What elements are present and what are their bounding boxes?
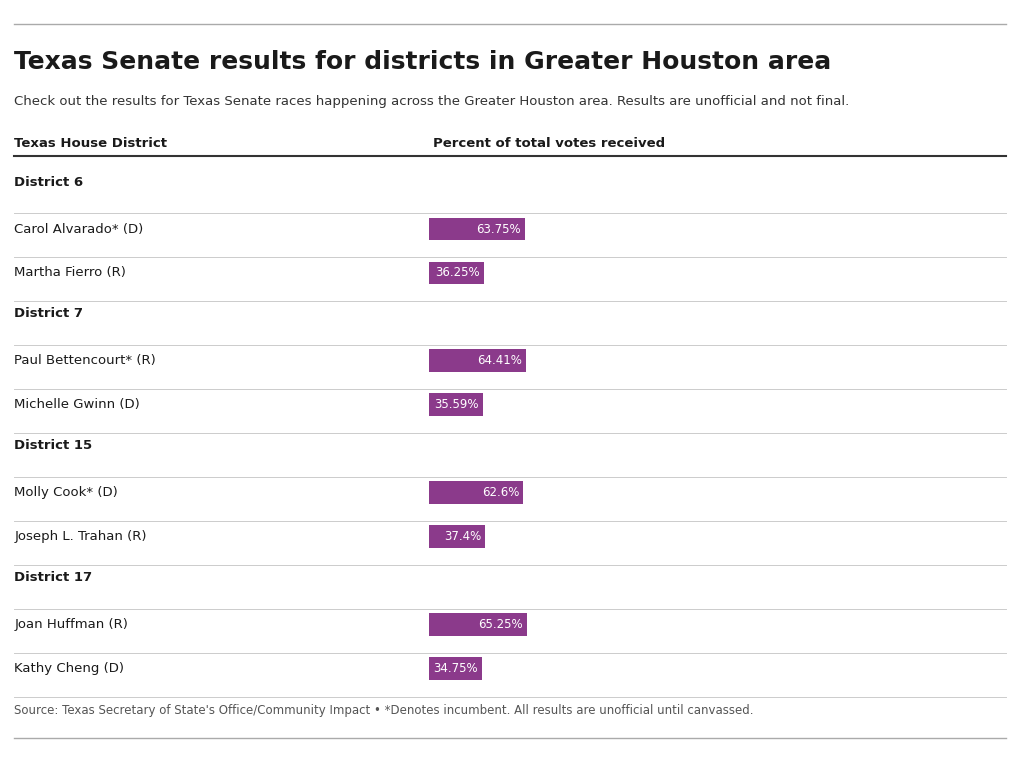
Text: Martha Fierro (R): Martha Fierro (R) — [14, 267, 126, 280]
Text: 37.4%: 37.4% — [443, 530, 481, 543]
Text: 65.25%: 65.25% — [478, 618, 523, 631]
Text: District 15: District 15 — [14, 440, 93, 453]
Bar — [429, 350, 526, 373]
Text: Kathy Cheng (D): Kathy Cheng (D) — [14, 662, 124, 675]
Bar — [429, 393, 482, 416]
Text: Texas Senate results for districts in Greater Houston area: Texas Senate results for districts in Gr… — [14, 50, 830, 73]
Bar — [429, 261, 483, 284]
Text: 63.75%: 63.75% — [476, 223, 521, 235]
Text: Percent of total votes received: Percent of total votes received — [433, 137, 665, 150]
Text: 64.41%: 64.41% — [477, 354, 522, 367]
Text: 34.75%: 34.75% — [432, 662, 477, 675]
Text: Source: Texas Secretary of State's Office/Community Impact • *Denotes incumbent.: Source: Texas Secretary of State's Offic… — [14, 704, 753, 717]
Bar — [429, 482, 523, 504]
Text: Paul Bettencourt* (R): Paul Bettencourt* (R) — [14, 354, 156, 367]
Text: Carol Alvarado* (D): Carol Alvarado* (D) — [14, 223, 144, 235]
Text: Texas House District: Texas House District — [14, 137, 167, 150]
Text: 35.59%: 35.59% — [434, 399, 478, 411]
Text: Joan Huffman (R): Joan Huffman (R) — [14, 618, 128, 631]
Text: Michelle Gwinn (D): Michelle Gwinn (D) — [14, 399, 140, 411]
Bar — [429, 218, 525, 241]
Text: District 7: District 7 — [14, 307, 84, 320]
Text: Check out the results for Texas Senate races happening across the Greater Housto: Check out the results for Texas Senate r… — [14, 95, 849, 108]
Bar — [429, 658, 481, 680]
Text: Joseph L. Trahan (R): Joseph L. Trahan (R) — [14, 530, 147, 543]
Bar — [429, 525, 485, 548]
Text: District 17: District 17 — [14, 572, 93, 584]
Text: Molly Cook* (D): Molly Cook* (D) — [14, 486, 118, 499]
Text: District 6: District 6 — [14, 175, 84, 188]
Bar — [429, 613, 527, 636]
Text: 62.6%: 62.6% — [481, 486, 519, 499]
Text: 36.25%: 36.25% — [435, 267, 479, 280]
